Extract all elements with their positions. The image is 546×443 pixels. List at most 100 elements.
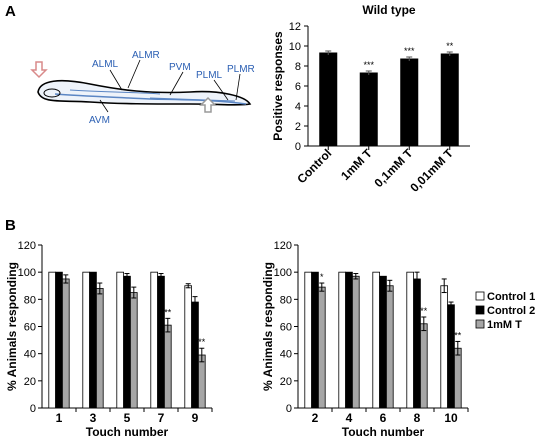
legend-swatch	[475, 291, 485, 301]
label-line-plmr	[235, 73, 241, 101]
bar	[82, 271, 91, 409]
y-tick-label: 120	[18, 240, 36, 252]
x-axis-title: Touch number	[342, 425, 425, 439]
neuron-alm-process	[69, 89, 161, 95]
y-tick-label: 60	[280, 322, 292, 334]
neuron-label-almr: ALMR	[132, 50, 160, 61]
bar	[197, 354, 206, 409]
chart-panel-b-left: 0 20 40 60 80 100 120 % Animals responding Touch…	[5, 240, 213, 439]
bar	[157, 275, 165, 409]
x-tick-label: 9	[192, 411, 199, 425]
x-tick-label: 4	[346, 411, 353, 425]
label-line-alml	[109, 69, 123, 91]
bar	[453, 347, 462, 409]
significance-marker: **	[446, 41, 454, 51]
neuron-label-avm: AVM	[89, 115, 110, 126]
x-tick-label: 2	[312, 411, 319, 425]
bar	[123, 275, 131, 409]
x-tick-label: 10	[444, 411, 458, 425]
y-tick-label: 40	[280, 349, 292, 361]
label-line-avm	[99, 99, 109, 113]
panel-label-a: A	[5, 3, 16, 20]
bar	[406, 271, 414, 409]
neuron-label-plmr: PLMR	[227, 64, 255, 75]
legend-label: 1mM T	[487, 319, 522, 331]
y-tick-label: 10	[289, 41, 301, 53]
bar	[400, 58, 419, 147]
legend: Control 1 Control 2 1mM T	[475, 291, 535, 331]
significance-marker: ***	[363, 60, 374, 70]
y-axis-title: % Animals responding	[261, 262, 275, 391]
bar	[413, 278, 421, 409]
legend-label: Control 2	[487, 305, 535, 317]
significance-marker: **	[198, 337, 206, 347]
y-tick-label: 40	[24, 349, 36, 361]
chart-panel-b-right: 0 20 40 60 80 100 120 % Animals responding Touch…	[261, 240, 469, 439]
legend-label: Control 1	[487, 291, 535, 303]
bar	[419, 323, 428, 409]
bar	[359, 72, 378, 147]
y-tick-label: 80	[280, 294, 292, 306]
y-tick-label: 2	[295, 121, 301, 133]
panel-label-b: B	[5, 217, 16, 234]
y-tick-label: 0	[295, 141, 301, 153]
bar	[150, 271, 159, 409]
legend-swatch	[475, 305, 485, 315]
label-line-pvm	[169, 71, 184, 96]
bar	[62, 278, 70, 409]
bar	[372, 271, 380, 409]
bar	[184, 285, 193, 409]
bar	[116, 271, 125, 409]
bar	[48, 271, 56, 409]
bar	[447, 304, 455, 409]
bar	[317, 286, 326, 409]
bar	[379, 275, 387, 409]
y-tick-label: 0	[286, 403, 292, 415]
legend-swatch	[475, 319, 485, 329]
significance-marker: *	[320, 272, 324, 282]
bar	[385, 285, 394, 409]
label-line-plml	[213, 79, 229, 101]
y-tick-label: 8	[295, 61, 301, 73]
bar	[338, 271, 346, 409]
y-axis-title: % Animals responding	[5, 262, 19, 391]
bar	[129, 292, 138, 409]
bar	[191, 301, 199, 409]
y-tick-label: 100	[18, 267, 36, 279]
worm-diagram: ALML ALMR PVM PLML PLMR AVM	[30, 50, 255, 126]
bar	[89, 271, 97, 409]
bar	[55, 271, 63, 409]
y-tick-label: 4	[295, 101, 301, 113]
y-tick-label: 60	[24, 322, 36, 334]
bar	[304, 271, 312, 409]
y-tick-label: 6	[295, 81, 301, 93]
x-axis-title: Touch number	[86, 425, 169, 439]
x-tick-label: 1	[56, 411, 63, 425]
x-tick-label: 8	[414, 411, 421, 425]
significance-marker: **	[164, 307, 172, 317]
neuron-label-plml: PLML	[196, 70, 223, 81]
x-tick-label: 3	[90, 411, 97, 425]
significance-marker: ***	[404, 46, 415, 56]
significance-marker: **	[420, 306, 428, 316]
chart-title: Wild type	[362, 3, 416, 17]
bar	[440, 285, 448, 409]
front-touch-arrow	[30, 61, 48, 79]
neuron-plm-process	[149, 97, 236, 102]
neuron-label-alml: ALML	[92, 59, 119, 70]
worm-pharynx	[43, 88, 61, 98]
bar	[440, 53, 459, 147]
x-tick-label: 0,01mM T	[407, 146, 456, 195]
rear-touch-arrow	[199, 96, 217, 113]
y-tick-label: 0	[30, 403, 36, 415]
y-tick-label: 120	[274, 240, 292, 252]
y-tick-label: 80	[24, 294, 36, 306]
y-tick-label: 20	[24, 376, 36, 388]
y-tick-label: 20	[280, 376, 292, 388]
x-tick-label: 7	[158, 411, 165, 425]
x-tick-label: 6	[380, 411, 387, 425]
y-tick-label: 12	[289, 21, 301, 33]
x-tick-label: 5	[124, 411, 131, 425]
